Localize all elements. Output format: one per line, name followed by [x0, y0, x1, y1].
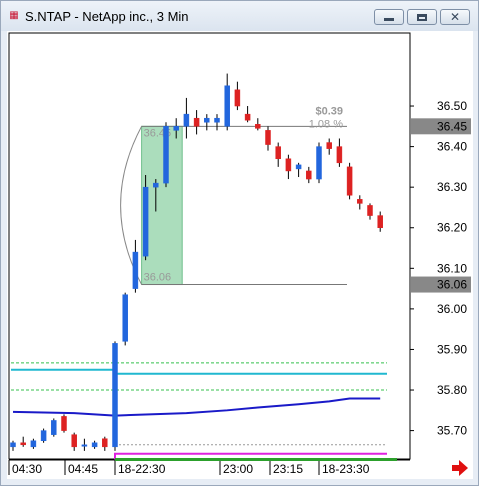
candle-body[interactable]: [193, 117, 200, 127]
candle-body[interactable]: [357, 199, 363, 204]
price-label-box: [411, 118, 471, 135]
x-tick-label: 23:15: [273, 462, 303, 476]
y-tick-label: 36.40: [437, 140, 467, 154]
candle-body[interactable]: [367, 205, 373, 216]
close-icon: ✕: [449, 10, 461, 24]
candle-body[interactable]: [204, 117, 210, 123]
chart-area[interactable]: 36.45 36.06 $0.39 1.08 % 36.50 36.40 36.30 36.2…: [7, 31, 473, 479]
candle-body[interactable]: [214, 117, 220, 123]
price-label-text: 36.45: [437, 119, 467, 133]
candle-body[interactable]: [142, 186, 149, 257]
candle-body[interactable]: [336, 146, 343, 164]
y-tick-label: 35.70: [437, 424, 467, 438]
candle-body[interactable]: [132, 251, 139, 289]
x-tick-label: 04:30: [12, 462, 42, 476]
y-tick-label: 35.80: [437, 383, 467, 397]
session-bar: [115, 458, 397, 461]
close-button[interactable]: ✕: [440, 9, 470, 25]
maximize-button[interactable]: [407, 9, 437, 25]
candle-body[interactable]: [295, 164, 302, 170]
window-title: S.NTAP - NetApp inc., 3 Min: [25, 9, 189, 24]
candle-body[interactable]: [285, 158, 292, 172]
maximize-icon: [417, 13, 427, 21]
candle-body[interactable]: [61, 416, 67, 431]
candle-body[interactable]: [71, 434, 77, 448]
x-tick-label: 18-23:30: [322, 462, 370, 476]
candlestick-chart[interactable]: 36.45 36.06 $0.391.08 % 36.50 36.40 36.30 36.2…: [7, 31, 473, 479]
candle-body[interactable]: [20, 442, 26, 446]
price-label-text: 36.06: [437, 278, 467, 292]
candle-body[interactable]: [153, 182, 159, 188]
y-tick-label: 36.10: [437, 261, 467, 275]
minimize-icon: [384, 17, 394, 21]
candle-body[interactable]: [316, 146, 322, 180]
candle-body[interactable]: [234, 89, 241, 107]
x-tick-label: 23:00: [223, 462, 253, 476]
candle-body[interactable]: [275, 146, 281, 160]
candle-body[interactable]: [163, 126, 169, 184]
candle-body[interactable]: [102, 438, 108, 448]
minimize-button[interactable]: [374, 9, 404, 25]
candle-body[interactable]: [30, 440, 37, 448]
candle-body[interactable]: [112, 343, 118, 448]
measurement-percent-label: 1.08 %: [309, 118, 343, 130]
chart-app-icon: ▦: [9, 10, 19, 21]
candle-body[interactable]: [183, 113, 190, 127]
x-tick-label: 18-22:30: [118, 462, 166, 476]
magenta-line: [114, 452, 387, 460]
candle-body[interactable]: [122, 294, 128, 342]
candle-body[interactable]: [51, 420, 57, 435]
candle-body[interactable]: [346, 166, 353, 196]
candle-body[interactable]: [10, 442, 16, 448]
measurement-low-label: 36.06: [144, 272, 172, 284]
candle-body[interactable]: [326, 142, 332, 149]
x-tick-label: 04:45: [68, 462, 98, 476]
candle-body[interactable]: [255, 124, 261, 129]
candle-body[interactable]: [91, 442, 98, 448]
title-bar[interactable]: ▦ S.NTAP - NetApp inc., 3 Min ✕: [1, 1, 478, 31]
candle-body[interactable]: [244, 113, 251, 121]
candle-body[interactable]: [81, 444, 88, 447]
y-tick-label: 35.90: [437, 342, 467, 356]
y-tick-label: 36.30: [437, 180, 467, 194]
candle-body[interactable]: [40, 430, 47, 441]
candle-body[interactable]: [265, 130, 271, 145]
plot-border: [8, 32, 411, 460]
candle-body[interactable]: [306, 170, 312, 180]
price-label-box: [411, 276, 471, 293]
y-tick-label: 36.00: [437, 302, 467, 316]
measurement-highlight[interactable]: [141, 125, 183, 286]
scroll-right-arrow-icon[interactable]: [452, 460, 468, 476]
candle-body[interactable]: [224, 85, 230, 127]
y-tick-label: 36.50: [437, 99, 467, 113]
y-tick-label: 36.20: [437, 221, 467, 235]
dark-blue-line: [12, 397, 381, 417]
candle-body[interactable]: [377, 215, 383, 228]
measurement-change-label: $0.39: [315, 105, 343, 117]
candle-body[interactable]: [173, 126, 179, 131]
